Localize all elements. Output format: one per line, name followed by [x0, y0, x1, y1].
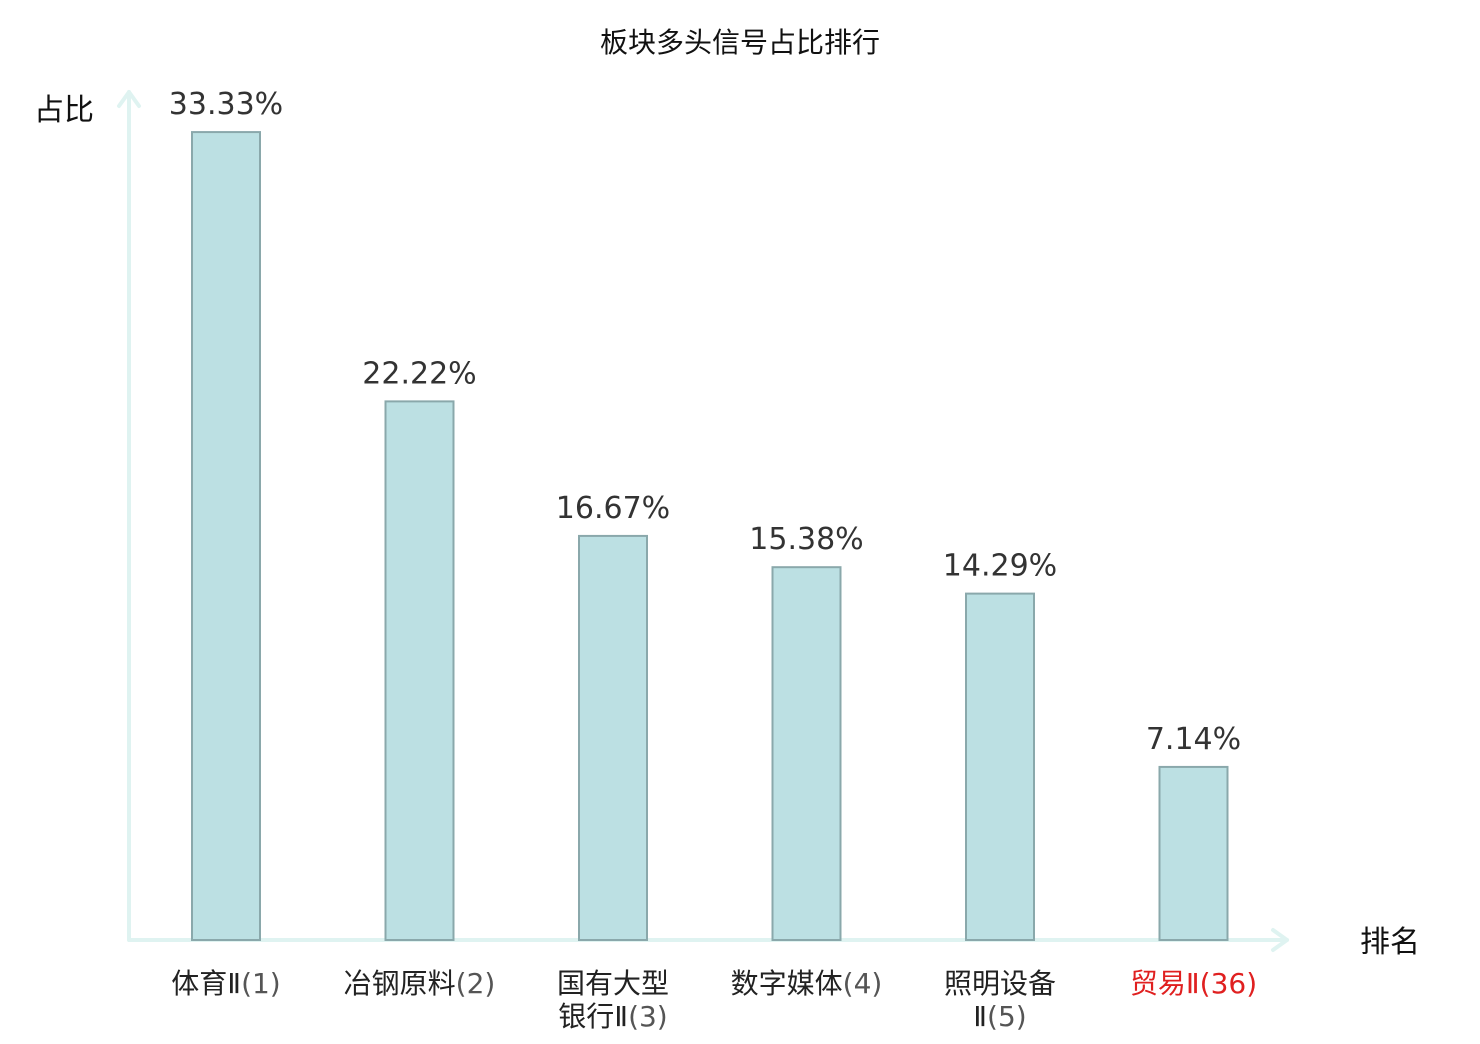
axes	[117, 90, 1289, 952]
value-label-6: 7.14%	[1146, 722, 1241, 757]
value-labels-group: 33.33% 22.22% 16.67% 15.38% 14.29% 7.14%	[169, 87, 1241, 757]
bar-4	[771, 566, 842, 941]
value-label-5: 14.29%	[943, 549, 1057, 584]
category-rank: (4)	[843, 967, 883, 1000]
category-label-6: 贸易Ⅱ(36)	[1130, 967, 1257, 1000]
value-label-1: 33.33%	[169, 87, 283, 122]
category-name: 数字媒体	[731, 967, 843, 1000]
y-axis-arrow	[117, 90, 141, 108]
category-name: 银行Ⅱ	[558, 1000, 628, 1033]
category-label-3-line-1: 国有大型	[557, 967, 669, 1000]
category-label-4: 数字媒体(4)	[731, 967, 883, 1000]
category-rank: (2)	[456, 967, 496, 1000]
category-rank: (36)	[1200, 967, 1257, 1000]
category-label-5-line-2: Ⅱ(5)	[973, 1000, 1026, 1033]
bars-group	[191, 131, 1229, 941]
value-label-3: 16.67%	[556, 491, 670, 526]
category-name: Ⅱ	[973, 1000, 987, 1033]
value-label-2: 22.22%	[362, 356, 476, 391]
chart-title: 板块多头信号占比排行	[600, 26, 880, 59]
category-name: 冶钢原料	[344, 967, 456, 1000]
category-name: 贸易Ⅱ	[1130, 967, 1200, 1000]
bar-3	[578, 534, 648, 941]
x-axis-arrow	[1271, 928, 1289, 952]
y-axis-label: 占比	[34, 93, 94, 128]
category-label-1: 体育Ⅱ(1)	[171, 967, 280, 1000]
bar-1	[191, 131, 261, 941]
bar-2	[384, 400, 455, 941]
category-rank: (3)	[628, 1000, 668, 1033]
category-label-3-line-2: 银行Ⅱ(3)	[558, 1000, 667, 1033]
category-name: 体育Ⅱ	[171, 967, 241, 1000]
category-name: 国有大型	[557, 967, 669, 1000]
category-label-2: 冶钢原料(2)	[344, 967, 496, 1000]
category-rank: (1)	[241, 967, 281, 1000]
category-name: 照明设备	[944, 967, 1056, 1000]
bar-6	[1158, 765, 1229, 941]
value-label-4: 15.38%	[749, 522, 863, 557]
bar-5	[965, 592, 1035, 941]
x-axis-label: 排名	[1360, 925, 1420, 960]
category-rank: (5)	[987, 1000, 1027, 1033]
category-label-5-line-1: 照明设备	[944, 967, 1056, 1000]
